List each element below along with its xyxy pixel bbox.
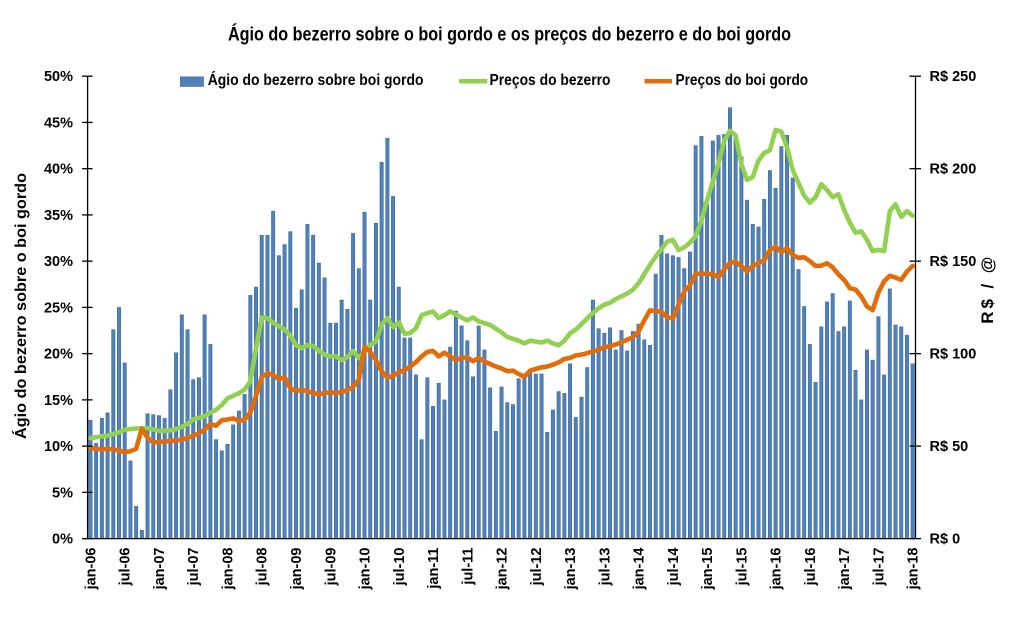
- svg-text:R$ 150: R$ 150: [930, 254, 977, 270]
- svg-text:jan-06: jan-06: [83, 548, 99, 591]
- svg-text:0%: 0%: [52, 532, 73, 548]
- svg-text:35%: 35%: [44, 208, 73, 224]
- svg-text:5%: 5%: [52, 485, 73, 501]
- svg-text:jan-08: jan-08: [220, 548, 236, 591]
- svg-text:25%: 25%: [44, 300, 73, 316]
- svg-text:30%: 30%: [44, 254, 73, 270]
- svg-text:jan-13: jan-13: [563, 548, 579, 591]
- svg-text:jul-09: jul-09: [323, 548, 339, 587]
- svg-text:jan-18: jan-18: [906, 548, 922, 591]
- svg-text:jul-08: jul-08: [255, 548, 271, 587]
- svg-text:jan-09: jan-09: [289, 548, 305, 591]
- svg-text:R$ 200: R$ 200: [930, 162, 977, 178]
- svg-text:jul-15: jul-15: [734, 548, 750, 587]
- svg-text:jul-10: jul-10: [392, 548, 408, 587]
- svg-text:jan-17: jan-17: [837, 548, 853, 591]
- svg-text:jan-15: jan-15: [700, 548, 716, 591]
- svg-text:jan-07: jan-07: [152, 548, 168, 591]
- svg-text:jan-10: jan-10: [358, 548, 374, 591]
- svg-text:jan-16: jan-16: [769, 548, 785, 591]
- svg-text:R$ 0: R$ 0: [930, 532, 961, 548]
- svg-text:Ágio do bezerro sobre boi gord: Ágio do bezerro sobre boi gordo: [208, 70, 424, 89]
- svg-text:jul-13: jul-13: [597, 548, 613, 587]
- svg-text:Preços do boi gordo: Preços do boi gordo: [676, 72, 809, 89]
- svg-text:jul-14: jul-14: [666, 548, 682, 587]
- svg-text:40%: 40%: [44, 162, 73, 178]
- svg-text:45%: 45%: [44, 115, 73, 131]
- svg-text:jul-07: jul-07: [186, 548, 202, 587]
- svg-text:jan-12: jan-12: [495, 548, 511, 591]
- svg-text:20%: 20%: [44, 347, 73, 363]
- svg-text:jan-11: jan-11: [426, 548, 442, 590]
- svg-text:jul-17: jul-17: [871, 548, 887, 587]
- svg-text:R$ 50: R$ 50: [930, 439, 969, 455]
- svg-text:Ágio do bezerro sobre o boi go: Ágio do bezerro sobre o boi gordo: [13, 173, 30, 439]
- svg-text:Preços do bezerro: Preços do bezerro: [490, 72, 611, 89]
- svg-text:jan-14: jan-14: [632, 548, 648, 591]
- svg-text:15%: 15%: [44, 393, 73, 409]
- svg-text:R$ 100: R$ 100: [930, 347, 977, 363]
- svg-text:jul-06: jul-06: [118, 548, 134, 587]
- svg-text:50%: 50%: [44, 69, 73, 85]
- svg-text:Ágio do bezerro sobre o boi go: Ágio do bezerro sobre o boi gordo e os p…: [228, 24, 791, 46]
- svg-text:jul-16: jul-16: [803, 548, 819, 587]
- svg-text:R$ 250: R$ 250: [930, 69, 977, 85]
- svg-text:jul-11: jul-11: [460, 548, 476, 586]
- svg-text:jul-12: jul-12: [529, 548, 545, 587]
- svg-text:10%: 10%: [44, 439, 73, 455]
